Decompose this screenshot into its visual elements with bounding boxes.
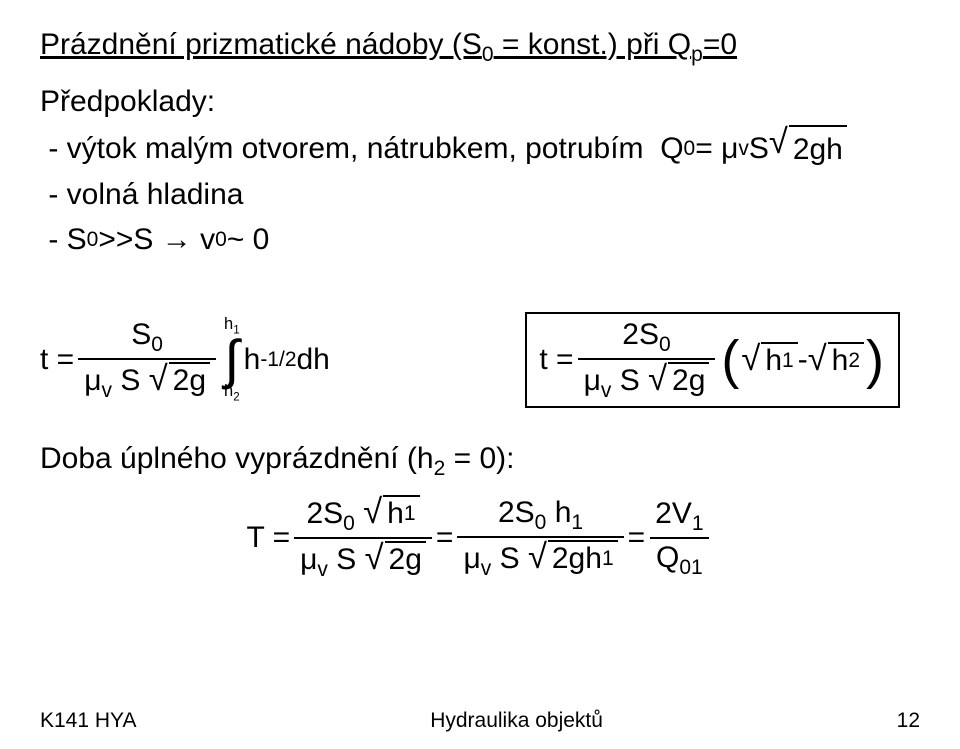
integral-icon: ∫ xyxy=(224,336,239,385)
footer-left: K141 HYA xyxy=(40,709,137,733)
bigT-frac1-den: μv S √2g xyxy=(294,537,432,581)
title-text-2: = konst.) při Q xyxy=(494,28,692,61)
t-equals-right: t = xyxy=(539,343,573,377)
right-paren-icon: ) xyxy=(864,333,886,387)
title-text-1: Prázdnění prizmatické nádoby (S xyxy=(40,28,482,61)
surd-icon: √ xyxy=(648,362,668,397)
big-t-equals: T = xyxy=(246,521,290,555)
den-sqrt-2g: √2g xyxy=(149,362,210,397)
assumption-3-v0sub: 0 xyxy=(215,224,227,256)
bigT-sqrt-2g-1: √2g xyxy=(365,541,426,576)
surd-icon: √ xyxy=(741,342,761,378)
bigT-frac3-den: Q01 xyxy=(650,537,709,579)
mu-sub: v xyxy=(738,133,749,165)
footer-center: Hydraulika objektů xyxy=(430,709,603,733)
bigT-frac2: 2S0 h1 μv S √2gh1 xyxy=(457,496,623,580)
minus-sign: - xyxy=(798,343,808,377)
title-s0-sub: 0 xyxy=(482,43,494,66)
title-text-3: =0 xyxy=(703,28,737,61)
assumption-3-pre: - S xyxy=(40,217,87,262)
page-title: Prázdnění prizmatické nádoby (S0 = konst… xyxy=(40,28,920,67)
integrand-h: h xyxy=(244,343,261,377)
bigT-frac2-num: 2S0 h1 xyxy=(492,496,589,536)
frac-right-num: 2S0 xyxy=(616,318,676,358)
assumption-item-2: - volná hladina xyxy=(40,172,920,217)
footer-right: 12 xyxy=(897,709,920,733)
doba-pre: Doba úplného vyprázdnění (h xyxy=(40,442,434,475)
assumption-3-mid: >>S → v xyxy=(98,217,215,262)
left-paren-icon: ( xyxy=(719,333,741,387)
integrand-sup: -1/2 xyxy=(260,348,296,372)
sqrt-h1: √h1 xyxy=(741,342,797,378)
frac-right: 2S0 μv S √2g xyxy=(578,318,716,402)
frac-left-num: S0 xyxy=(125,318,169,358)
den-s: S xyxy=(112,364,140,397)
surd-icon: √ xyxy=(769,125,789,172)
assumptions-list: - výtok malým otvorem, nátrubkem, potrub… xyxy=(40,125,920,262)
bigT-frac3-num: 2V1 xyxy=(649,497,709,537)
t-equals-left: t = xyxy=(40,343,74,377)
surd-icon: √ xyxy=(363,495,383,530)
eq-mu: = μ xyxy=(695,126,738,171)
frac-right-den: μv S √2g xyxy=(578,358,716,402)
slide-footer: K141 HYA Hydraulika objektů 12 xyxy=(40,709,920,733)
surd-icon: √ xyxy=(528,540,548,575)
assumption-3-post: ~ 0 xyxy=(227,217,270,262)
den-mu-sub: v xyxy=(102,379,113,402)
sqrt-h2: √h2 xyxy=(808,342,864,378)
slide-page: Prázdnění prizmatické nádoby (S0 = konst… xyxy=(0,0,960,749)
assumption-3-s0sub: 0 xyxy=(87,224,99,256)
assumption-item-3: - S0 >>S → v0 ~ 0 xyxy=(40,217,920,262)
full-drain-line: Doba úplného vyprázdnění (h2 = 0): xyxy=(40,442,920,481)
bigT-frac1: 2S0 √h1 μv S √2g xyxy=(294,495,432,581)
integral-sign: h1 ∫ h2 xyxy=(224,317,240,403)
surd-icon: √ xyxy=(808,342,828,378)
q-symbol: Q xyxy=(660,126,683,171)
assumption-2-text: - volná hladina xyxy=(40,172,243,217)
den-sqrt-2g-r: √2g xyxy=(648,362,709,397)
title-qp-sub: p xyxy=(691,43,703,66)
total-time-equation: T = 2S0 √h1 μv S √2g = 2S0 h1 μv S √2gh1… xyxy=(40,495,920,581)
assumption-1-equation: Q0 = μv S √2gh xyxy=(660,125,847,172)
bigT-eq1: = xyxy=(436,521,454,555)
num-s0: S xyxy=(131,318,151,351)
bigT-frac3: 2V1 Q01 xyxy=(649,497,709,579)
bigT-eq2: = xyxy=(628,521,646,555)
s-symbol: S xyxy=(749,126,769,171)
sqrt-2gh: √2gh xyxy=(769,125,847,172)
q-sub: 0 xyxy=(684,133,696,165)
den-mu: μ xyxy=(84,364,101,397)
equations-row: t = S0 μv S √2g h1 ∫ h2 h-1/2 dh t = xyxy=(40,312,920,408)
bigT-frac2-den: μv S √2gh1 xyxy=(457,536,623,580)
equation-result-boxed: t = 2S0 μv S √2g ( √h1 - √h2 ) xyxy=(525,312,900,408)
frac-left-den: μv S √2g xyxy=(78,358,216,402)
integrand-dh: dh xyxy=(297,343,330,377)
surd-icon: √ xyxy=(365,541,385,576)
doba-sub: 2 xyxy=(434,457,446,480)
equation-integral: t = S0 μv S √2g h1 ∫ h2 h-1/2 dh xyxy=(40,317,330,403)
num-s0-sub: 0 xyxy=(151,333,163,356)
bigT-sqrt-h1: √h1 xyxy=(363,495,419,530)
doba-post: = 0): xyxy=(445,442,514,475)
radicand: 2gh xyxy=(789,125,847,172)
assumption-1-text: - výtok malým otvorem, nátrubkem, potrub… xyxy=(40,126,660,171)
frac-left: S0 μv S √2g xyxy=(78,318,216,402)
assumption-item-1: - výtok malým otvorem, nátrubkem, potrub… xyxy=(40,125,920,172)
surd-icon: √ xyxy=(149,362,169,397)
assumptions-heading: Předpoklady: xyxy=(40,85,920,119)
bigT-frac1-num: 2S0 √h1 xyxy=(300,495,425,537)
bigT-sqrt-2gh1: √2gh1 xyxy=(528,540,618,575)
den-rad: 2g xyxy=(169,362,210,397)
int-lower: h2 xyxy=(224,384,240,403)
